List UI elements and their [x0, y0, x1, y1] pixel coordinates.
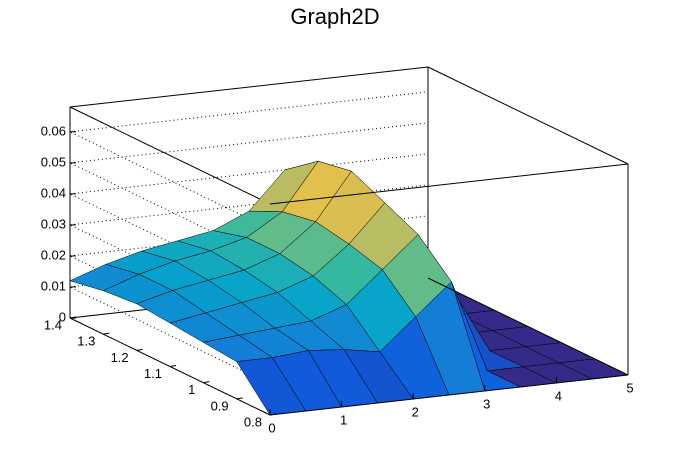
y-tick: [103, 332, 110, 335]
box-edge: [427, 277, 629, 376]
y-tick-label: 1.2: [111, 350, 129, 365]
box-edge: [427, 66, 629, 165]
z-tick-label: 0: [59, 309, 66, 324]
z-tick-label: 0.01: [41, 278, 66, 293]
grid-line: [69, 91, 429, 133]
grid-line: [69, 122, 429, 164]
box-edge: [69, 106, 271, 205]
y-tick-label: 1.3: [77, 334, 95, 349]
box-edge: [269, 374, 629, 416]
y-tick: [203, 381, 210, 384]
z-tick-label: 0.04: [41, 185, 66, 200]
x-tick-label: 2: [412, 404, 419, 419]
grid-line: [69, 131, 271, 230]
y-tick: [236, 397, 243, 400]
surface: [69, 160, 629, 416]
chart-title: Graph2D: [290, 4, 379, 29]
y-tick: [269, 413, 277, 416]
grid-line: [69, 153, 429, 195]
z-tick-label: 0.06: [41, 123, 66, 138]
y-tick: [169, 365, 177, 367]
y-tick: [136, 348, 143, 351]
y-tick-label: 0.9: [211, 398, 229, 413]
x-tick-label: 5: [626, 380, 633, 395]
x-tick-label: 1: [340, 412, 347, 427]
y-tick: [69, 316, 77, 319]
x-tick-label: 0: [268, 420, 275, 435]
y-tick-label: 1.4: [44, 317, 62, 332]
y-tick-label: 1.1: [144, 366, 162, 381]
box-edge: [69, 66, 429, 108]
box-edge: [269, 163, 629, 205]
z-tick-label: 0.03: [41, 216, 66, 231]
y-tick-label: 1: [188, 382, 195, 397]
z-tick-label: 0.05: [41, 154, 66, 169]
axes-front: 0 1 2 3 4 5 0.8 0.9 1 1.1 1.2 1.3 1.4: [44, 66, 634, 435]
y-tick-label: 0.8: [244, 414, 262, 429]
z-tick-label: 0.02: [41, 247, 66, 262]
x-tick-label: 3: [483, 396, 490, 411]
x-tick-label: 4: [555, 388, 562, 403]
